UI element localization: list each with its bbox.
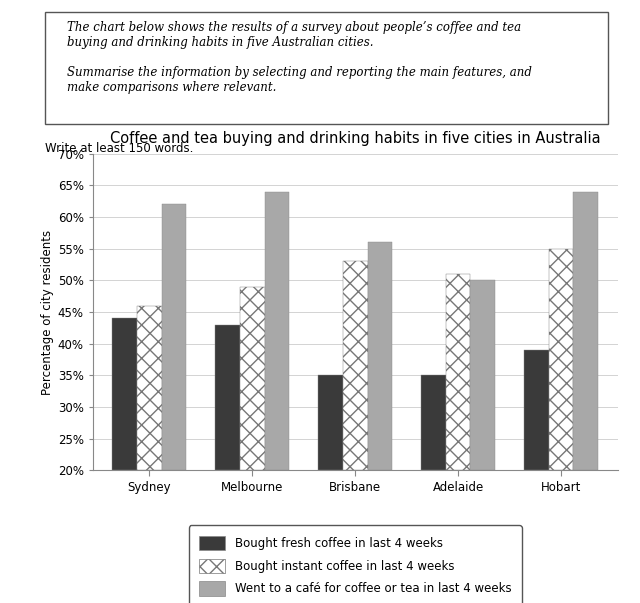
Bar bbox=[573, 192, 598, 470]
Bar bbox=[548, 248, 573, 470]
Bar bbox=[240, 286, 265, 470]
Legend: Bought fresh coffee in last 4 weeks, Bought instant coffee in last 4 weeks, Went: Bought fresh coffee in last 4 weeks, Bou… bbox=[189, 525, 522, 603]
Bar bbox=[470, 280, 495, 470]
Bar bbox=[421, 375, 445, 470]
Bar bbox=[215, 324, 240, 470]
Bar bbox=[113, 318, 137, 470]
Bar bbox=[445, 274, 470, 470]
Bar bbox=[367, 242, 392, 470]
Bar bbox=[318, 375, 343, 470]
Bar bbox=[343, 261, 367, 470]
Text: Write at least 150 words.: Write at least 150 words. bbox=[45, 142, 193, 155]
Text: The chart below shows the results of a survey about people’s coffee and tea
buyi: The chart below shows the results of a s… bbox=[67, 21, 532, 94]
Bar bbox=[162, 204, 186, 470]
FancyBboxPatch shape bbox=[45, 12, 608, 124]
Bar bbox=[524, 350, 548, 470]
Y-axis label: Percentage of city residents: Percentage of city residents bbox=[40, 230, 54, 394]
Title: Coffee and tea buying and drinking habits in five cities in Australia: Coffee and tea buying and drinking habit… bbox=[110, 131, 600, 146]
Bar bbox=[265, 192, 289, 470]
Bar bbox=[137, 306, 162, 470]
